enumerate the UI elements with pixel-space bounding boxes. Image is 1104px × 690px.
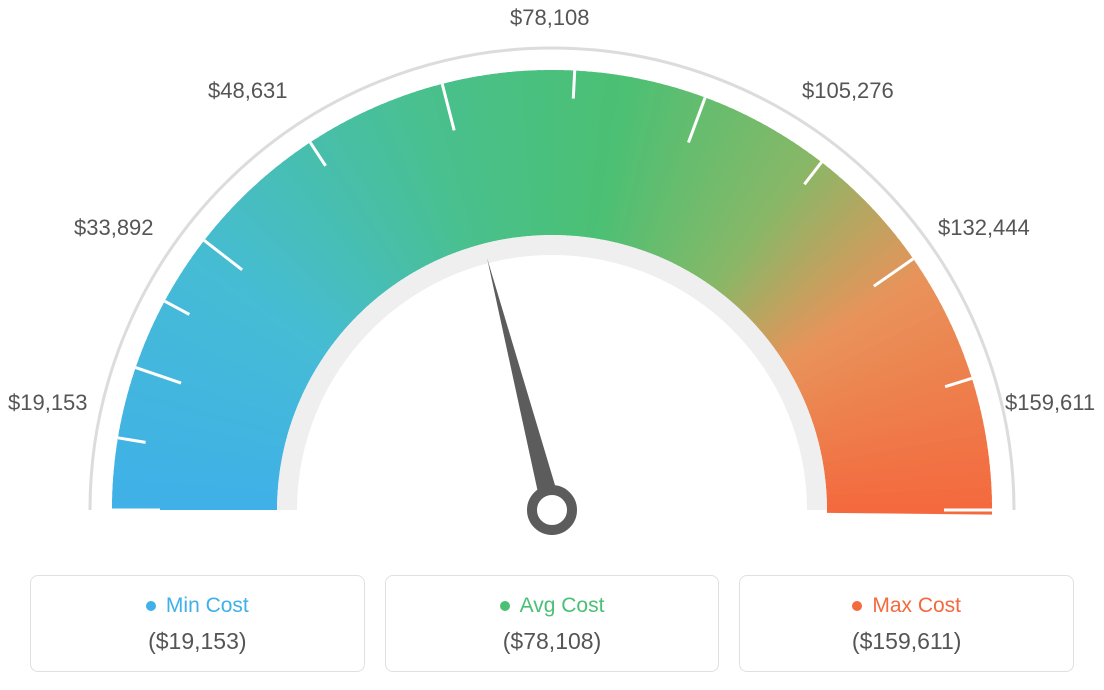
- legend-title-min: Min Cost: [146, 594, 249, 618]
- legend-title-max: Max Cost: [852, 594, 961, 618]
- gauge-tick-label: $19,153: [8, 390, 88, 416]
- gauge-svg: [0, 0, 1104, 555]
- legend-title-avg: Avg Cost: [500, 594, 605, 618]
- legend-value-avg: ($78,108): [396, 628, 709, 655]
- dot-icon: [852, 601, 862, 611]
- gauge-tick-label: $78,108: [510, 5, 590, 31]
- legend-card-max: Max Cost ($159,611): [739, 575, 1074, 672]
- gauge-tick-label: $105,276: [802, 78, 894, 104]
- legend-title-text: Max Cost: [872, 594, 961, 618]
- legend-value-max: ($159,611): [750, 628, 1063, 655]
- gauge-chart: $19,153 $33,892 $48,631 $78,108 $105,276 $132…: [0, 0, 1104, 555]
- gauge-tick-label: $33,892: [74, 215, 154, 241]
- legend-row: Min Cost ($19,153) Avg Cost ($78,108) Ma…: [30, 575, 1074, 672]
- legend-title-text: Avg Cost: [520, 594, 605, 618]
- gauge-tick-label: $48,631: [208, 78, 288, 104]
- dot-icon: [500, 601, 510, 611]
- legend-title-text: Min Cost: [166, 594, 249, 618]
- legend-card-avg: Avg Cost ($78,108): [385, 575, 720, 672]
- legend-value-min: ($19,153): [41, 628, 354, 655]
- dot-icon: [146, 601, 156, 611]
- legend-card-min: Min Cost ($19,153): [30, 575, 365, 672]
- gauge-tick-label: $132,444: [938, 215, 1030, 241]
- gauge-tick-label: $159,611: [1005, 390, 1095, 416]
